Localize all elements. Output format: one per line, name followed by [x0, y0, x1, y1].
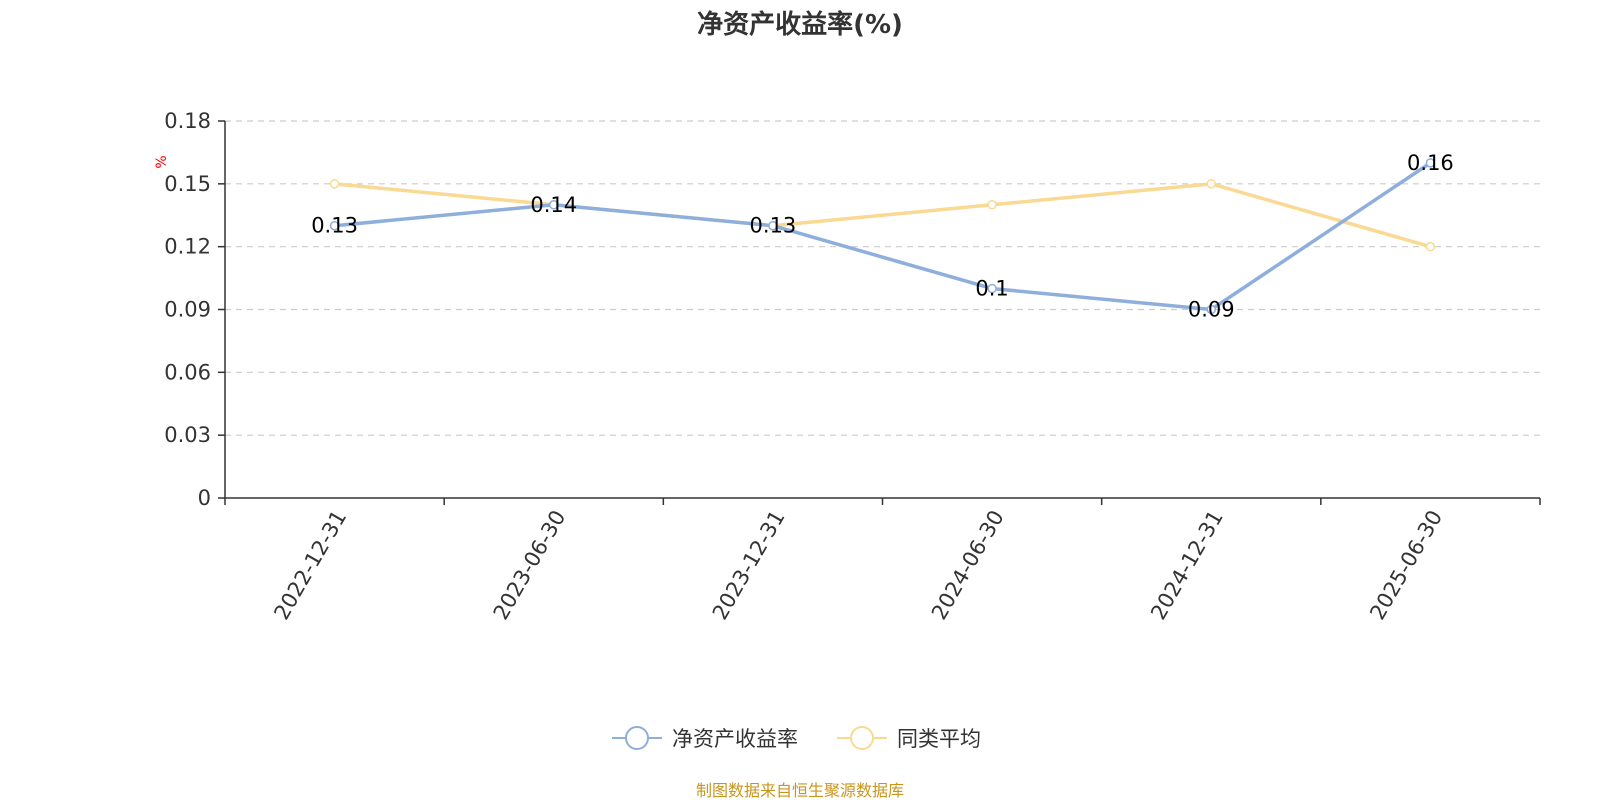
series-line-1 [332, 182, 1433, 249]
data-point[interactable] [329, 179, 340, 189]
x-tick-label: 2024-06-30 [927, 506, 1009, 624]
data-labels: 0.13 0.14 0.13 0.1 0.09 0.16 [311, 151, 1454, 322]
data-label: 0.13 [750, 214, 797, 238]
y-axis-unit: % [154, 155, 170, 168]
data-label: 0.16 [1407, 151, 1454, 175]
y-tick-label: 0.09 [164, 298, 211, 322]
y-tick-label: 0.15 [164, 172, 211, 196]
data-label: 0.1 [975, 277, 1008, 301]
legend-marker-icon [850, 726, 874, 750]
x-tick-label: 2024-12-31 [1146, 506, 1228, 624]
y-tick-label: 0.03 [164, 423, 211, 447]
data-point[interactable] [329, 220, 340, 231]
y-tick-label: 0.18 [164, 109, 211, 133]
data-point[interactable] [987, 200, 997, 210]
source-note: 制图数据来自恒生聚源数据库 [696, 781, 904, 800]
legend-label: 同类平均 [897, 727, 981, 751]
legend-item[interactable]: 净资产收益率 [612, 726, 798, 751]
data-point[interactable] [1206, 179, 1216, 189]
series-line-0 [332, 161, 1433, 312]
y-tick-label: 0.12 [164, 235, 211, 259]
data-point[interactable] [1425, 158, 1436, 168]
data-point[interactable] [768, 220, 778, 231]
x-tick-label: 2025-06-30 [1365, 506, 1447, 624]
y-tick-label: 0.06 [164, 360, 211, 384]
legend-label: 净资产收益率 [672, 727, 798, 751]
legend-item[interactable]: 同类平均 [837, 726, 981, 751]
data-point[interactable] [1425, 241, 1436, 252]
data-label: 0.14 [530, 193, 577, 217]
grid-lines [225, 120, 1540, 436]
data-point[interactable] [549, 200, 559, 210]
x-tick-label: 2022-12-31 [269, 506, 351, 624]
x-tick-label: 2023-06-30 [489, 506, 571, 624]
legend-marker-icon [625, 726, 649, 750]
y-tick-label: 0 [198, 486, 211, 510]
x-tick-label: 2023-12-31 [708, 506, 790, 624]
data-label: 0.13 [311, 214, 358, 238]
data-point[interactable] [987, 283, 997, 294]
legend[interactable]: 净资产收益率 同类平均 [612, 726, 981, 751]
data-label: 0.09 [1188, 298, 1235, 322]
chart-title: 净资产收益率(%) [697, 9, 903, 40]
series [329, 158, 1436, 315]
data-point[interactable] [1206, 304, 1216, 315]
